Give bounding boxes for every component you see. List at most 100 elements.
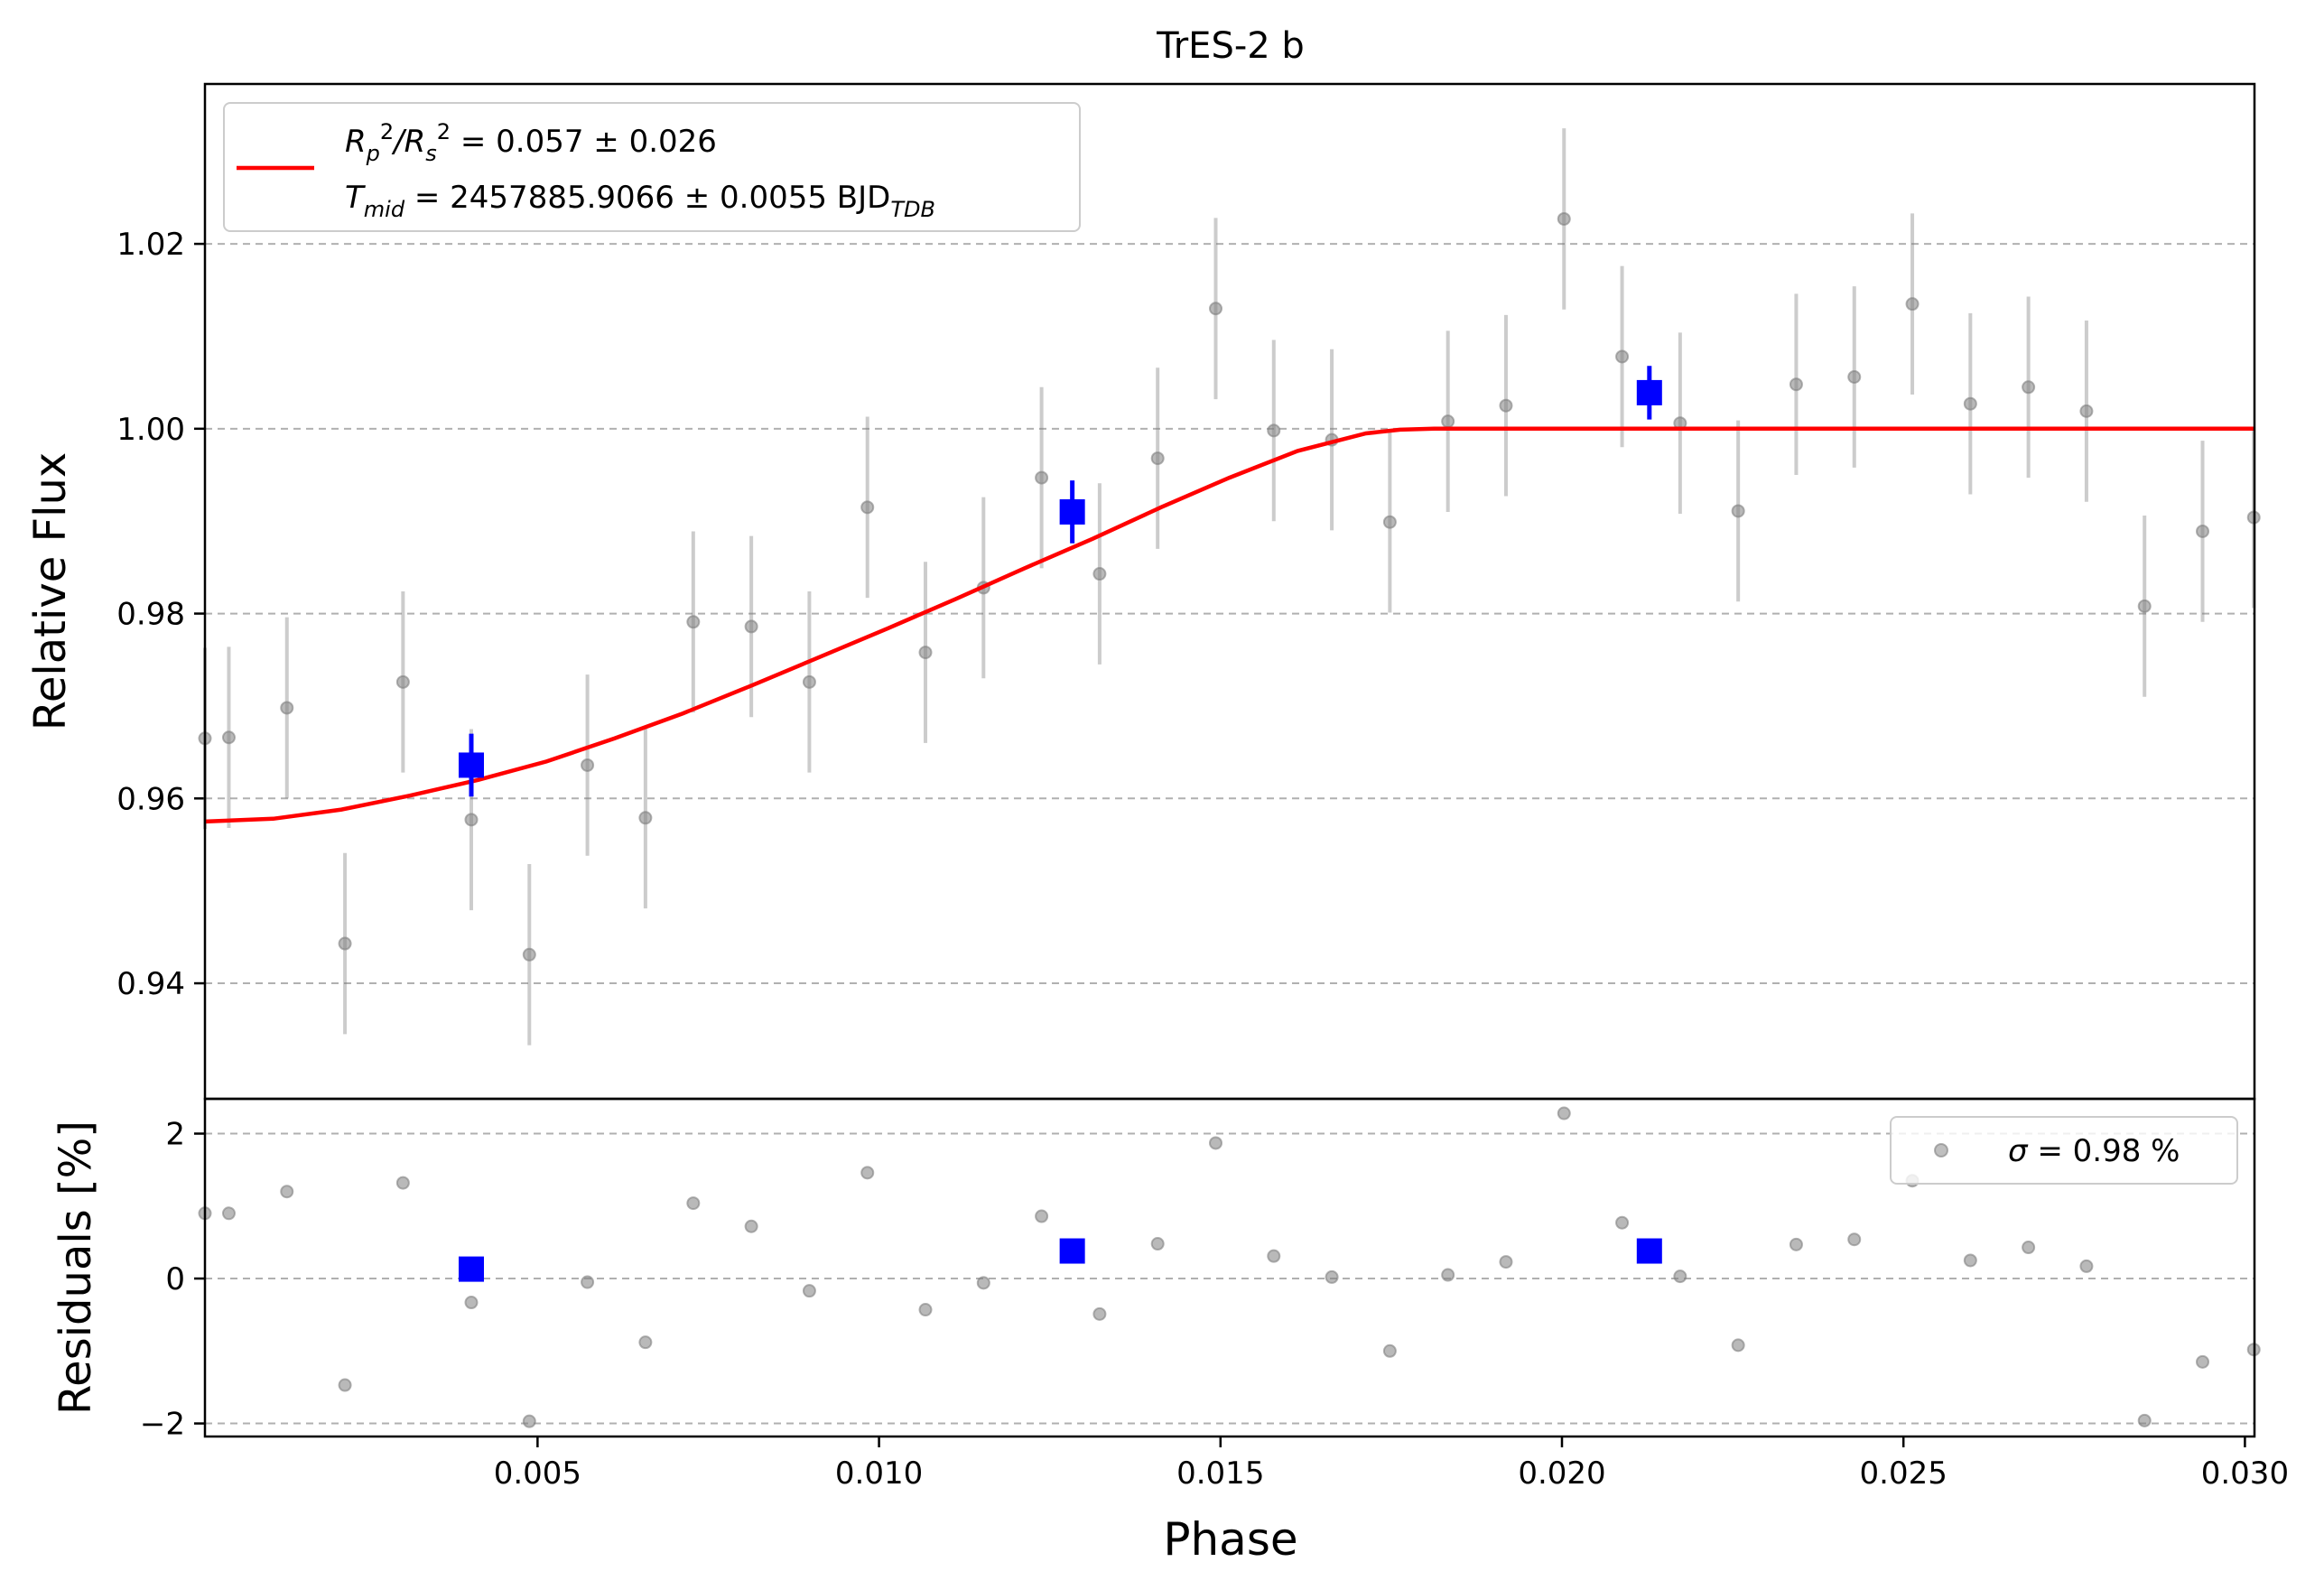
residual-data-point: [522, 1414, 536, 1428]
residual-data-point: [1267, 1249, 1281, 1263]
flux-data-point: [2196, 524, 2210, 538]
chart-title: TrES-2 b: [1156, 25, 1305, 67]
flux-data-point: [2137, 599, 2152, 613]
flux-data-point: [581, 758, 595, 772]
phase-x-tick-label: 0.020: [1518, 1455, 1605, 1492]
flux-y-tick-label: 1.00: [116, 412, 185, 448]
flux-data-point: [860, 500, 875, 515]
phase-x-tick-label: 0.030: [2201, 1455, 2289, 1492]
residuals-legend-box: [1890, 1116, 2238, 1185]
residual-data-point: [1441, 1268, 1455, 1282]
residual-y-tick-label: 2: [165, 1117, 185, 1153]
transit-model-curve: [204, 426, 2254, 824]
flux-binned-point: [459, 752, 485, 778]
residual-y-tick-label: 0: [165, 1261, 185, 1297]
residual-data-point: [280, 1185, 294, 1199]
flux-data-point: [1208, 302, 1222, 316]
flux-data-point: [1267, 423, 1281, 438]
phase-x-tick-label: 0.005: [494, 1455, 581, 1492]
residual-data-point: [1615, 1215, 1630, 1230]
residual-data-point: [686, 1196, 701, 1211]
residual-binned-point: [1636, 1238, 1662, 1264]
residuals-panel-frame: [203, 1097, 2256, 1438]
residual-data-point: [1035, 1209, 1049, 1223]
flux-axis-label: Relative Flux: [25, 452, 76, 731]
flux-data-point: [1557, 211, 1571, 226]
residual-data-point: [1731, 1338, 1745, 1353]
flux-data-point: [1499, 398, 1513, 413]
flux-data-point: [686, 615, 701, 629]
flux-data-point: [1035, 470, 1049, 485]
flux-data-point: [1847, 370, 1862, 385]
flux-y-ticks: 0.94 0.96 0.98 1.00 1.02: [116, 227, 205, 1002]
flux-data-point: [1963, 396, 1977, 411]
flux-data-point: [918, 646, 933, 660]
flux-data-point: [744, 619, 758, 634]
residual-data-point: [1325, 1269, 1339, 1284]
residual-binned-point: [1059, 1238, 1085, 1264]
residuals-panel: −2 0 2 0.005 0.010 0.015 0.020 0.025 0.030 Resi…: [51, 1097, 2289, 1566]
flux-data-point: [1615, 349, 1630, 364]
flux-binned-points: [459, 366, 1662, 797]
phase-x-tick-label: 0.025: [1860, 1455, 1948, 1492]
residual-data-point: [1382, 1344, 1397, 1358]
phase-axis-label: Phase: [1163, 1513, 1297, 1566]
flux-data-point: [2022, 380, 2036, 395]
residual-data-point: [1208, 1136, 1222, 1150]
residual-data-point: [1557, 1106, 1571, 1120]
residual-data-point: [1499, 1255, 1513, 1269]
flux-data-point: [1905, 297, 1920, 311]
residual-data-point: [1673, 1269, 1687, 1284]
flux-binned-point: [1059, 498, 1085, 525]
residual-data-point: [2022, 1241, 2036, 1255]
phase-x-tick-label: 0.015: [1176, 1455, 1264, 1492]
flux-legend-box: [223, 102, 1081, 232]
flux-data-point: [1382, 515, 1397, 529]
residual-data-point: [395, 1176, 410, 1190]
flux-data-point: [280, 701, 294, 715]
phase-x-ticks: 0.005 0.010 0.015 0.020 0.025 0.030: [494, 1437, 2289, 1492]
residual-data-point: [976, 1276, 990, 1290]
residual-data-point: [802, 1284, 816, 1298]
residual-data-point: [2079, 1259, 2094, 1273]
flux-data-point: [338, 936, 352, 951]
flux-legend-line2: Tmid = 2457885.9066 ± 0.0055 BJDTDB: [345, 180, 935, 222]
residual-binned-point: [459, 1256, 485, 1282]
flux-panel: 0.94 0.96 0.98 1.00 1.02 Relative Flux Rp2/R…: [25, 82, 2261, 1101]
residual-binned-points: [459, 1238, 1662, 1282]
residuals-legend-marker: [1934, 1143, 1948, 1158]
flux-data-point: [802, 674, 816, 689]
flux-data-point: [221, 730, 236, 745]
residual-data-point: [1963, 1253, 1977, 1268]
flux-data-point: [638, 811, 653, 825]
residual-data-point: [744, 1219, 758, 1233]
residual-data-point: [338, 1378, 352, 1392]
flux-data-point: [1092, 567, 1107, 581]
residual-data-point: [581, 1275, 595, 1289]
flux-y-tick-label: 0.98: [116, 597, 185, 633]
residual-data-point: [1150, 1237, 1165, 1251]
flux-legend: Rp2/Rs2 = 0.057 ± 0.026 Tmid = 2457885.9…: [223, 102, 1081, 232]
flux-data-point: [395, 674, 410, 689]
residual-data-point: [464, 1296, 479, 1310]
residual-data-point: [2196, 1354, 2210, 1369]
residuals-axis-label: Residuals [%]: [51, 1120, 101, 1415]
residual-y-ticks: −2 0 2: [140, 1117, 205, 1443]
residual-data-point: [638, 1335, 653, 1350]
flux-legend-line1: Rp2/Rs2 = 0.057 ± 0.026: [345, 119, 717, 166]
flux-binned-point: [1636, 379, 1662, 405]
phase-x-tick-label: 0.010: [835, 1455, 923, 1492]
residual-data-point: [918, 1303, 933, 1317]
flux-data-point: [1731, 504, 1745, 518]
flux-data-point: [1150, 451, 1165, 466]
residuals-legend: σ = 0.98 %: [1890, 1116, 2238, 1185]
flux-data-point: [464, 813, 479, 827]
flux-data-point: [1441, 414, 1455, 429]
flux-y-tick-label: 1.02: [116, 227, 185, 263]
flux-data-point: [2079, 404, 2094, 418]
residual-data-point: [221, 1206, 236, 1221]
residual-data-point: [860, 1166, 875, 1180]
residual-data-points: [198, 1106, 2261, 1428]
